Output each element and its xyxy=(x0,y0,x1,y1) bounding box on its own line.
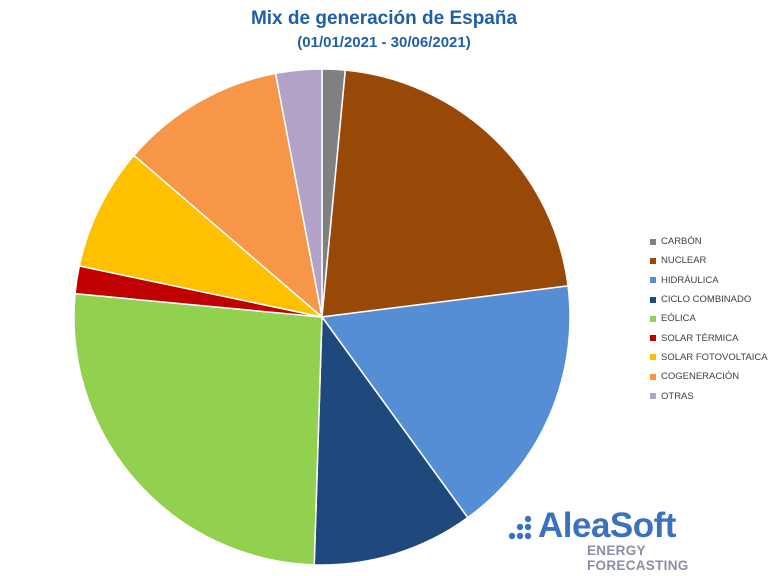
chart-title: Mix de generación de España xyxy=(250,8,518,29)
legend-label: HIDRÁULICA xyxy=(661,274,719,286)
logo-name: AleaSoft xyxy=(538,506,676,545)
legend-item: CICLO COMBINADO xyxy=(650,290,768,309)
legend-label: CICLO COMBINADO xyxy=(661,294,752,306)
legend-swatch xyxy=(650,296,656,303)
legend-label: EÓLICA xyxy=(661,313,696,325)
chart-legend: CARBÓN NUCLEAR HIDRÁULICA CICLO COMBINADO EÓ… xyxy=(650,232,768,406)
legend-item: COGENERACIÓN xyxy=(650,367,768,386)
legend-swatch xyxy=(650,335,656,342)
legend-item: CARBÓN xyxy=(650,232,768,251)
aleasoft-logo: AleaSoft ENERGY FORECASTING xyxy=(508,506,748,573)
legend-swatch xyxy=(650,393,656,400)
legend-swatch xyxy=(650,257,656,264)
legend-item: SOLAR TÉRMICA xyxy=(650,328,768,347)
legend-swatch xyxy=(650,238,656,245)
pie-slice-otras xyxy=(274,68,323,318)
pie-slice-ciclo-combinado xyxy=(313,314,469,566)
legend-swatch xyxy=(650,373,656,380)
legend-swatch xyxy=(650,315,656,322)
legend-item: OTRAS xyxy=(650,386,768,405)
pie-slice-eólica xyxy=(73,292,323,566)
legend-item: NUCLEAR xyxy=(650,251,768,270)
legend-label: SOLAR TÉRMICA xyxy=(661,332,739,344)
pie-slice-solar-fotovoltaica xyxy=(78,154,323,318)
pie-slice-hidráulica xyxy=(320,285,571,519)
pie-slice-nuclear xyxy=(321,69,569,318)
legend-label: NUCLEAR xyxy=(661,255,707,267)
legend-swatch xyxy=(650,354,656,361)
legend-label: CARBÓN xyxy=(661,236,702,248)
logo-tagline: ENERGY FORECASTING xyxy=(587,543,689,573)
legend-label: COGENERACIÓN xyxy=(661,371,740,383)
legend-item: EÓLICA xyxy=(650,309,768,328)
legend-item: SOLAR FOTOVOLTAICA xyxy=(650,348,768,367)
legend-label: SOLAR FOTOVOLTAICA xyxy=(661,351,768,363)
pie-slice-cogeneración xyxy=(132,72,324,319)
legend-label: OTRAS xyxy=(661,390,694,402)
logo-dots-icon xyxy=(508,515,532,540)
legend-item: HIDRÁULICA xyxy=(650,271,768,290)
legend-swatch xyxy=(650,277,656,284)
chart-subtitle: (01/01/2021 - 30/06/2021) xyxy=(297,34,471,51)
